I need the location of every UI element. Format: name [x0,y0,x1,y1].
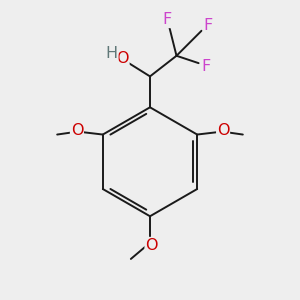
Text: F: F [201,59,211,74]
Text: O: O [116,51,129,66]
Text: O: O [217,123,229,138]
Text: O: O [145,238,158,253]
Text: F: F [162,12,171,27]
Text: H: H [106,46,118,61]
Text: O: O [71,123,83,138]
Text: F: F [203,18,213,33]
